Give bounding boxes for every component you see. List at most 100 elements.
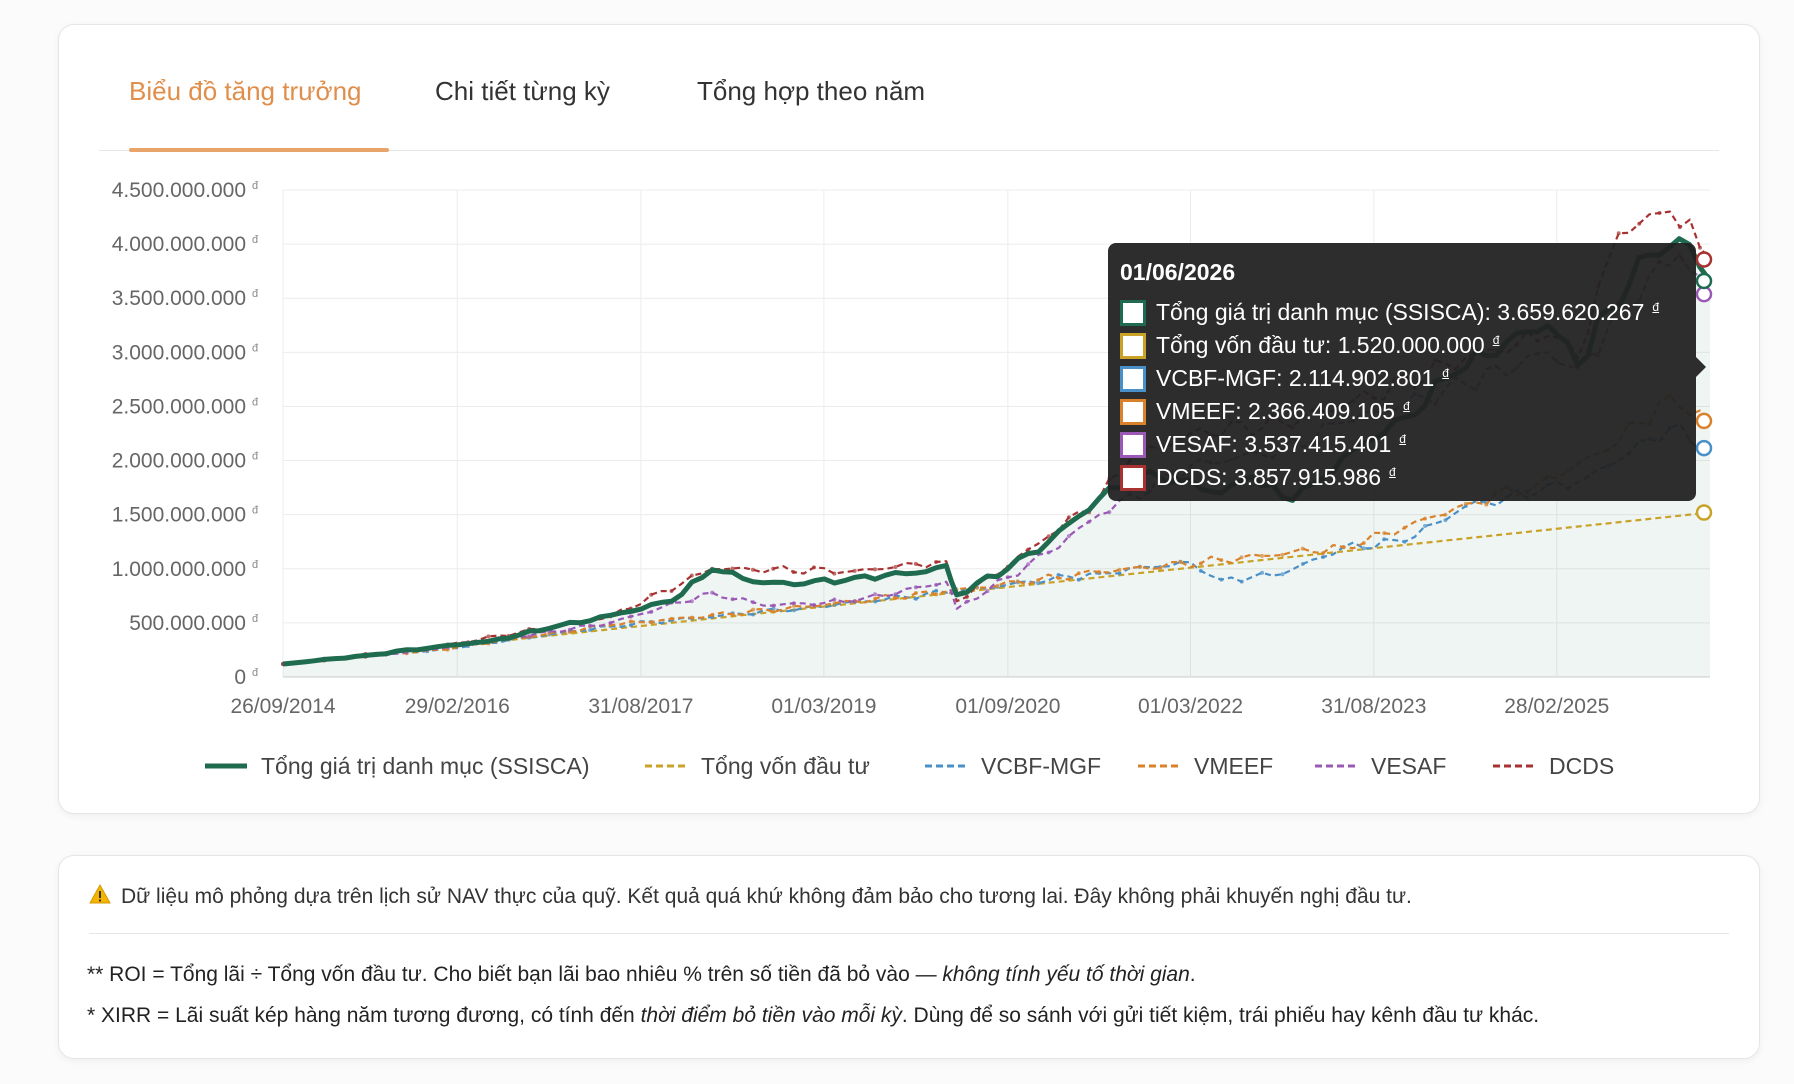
data-point-vesaf <box>913 585 918 590</box>
portfolio-area <box>283 238 1710 677</box>
x-tick-label: 31/08/2023 <box>1321 695 1426 718</box>
data-point-vcbf <box>1361 546 1366 551</box>
y-tick-label: 2.000.000.000 <box>112 450 246 473</box>
x-tick-label: 01/09/2020 <box>955 695 1060 718</box>
data-point-vcbf <box>1443 518 1448 523</box>
data-point-vmeef <box>1219 558 1224 563</box>
endpoint-marker-capital <box>1695 504 1713 521</box>
data-point-vesaf <box>1046 550 1051 555</box>
data-point-dcds <box>1026 547 1031 552</box>
warning-icon <box>89 883 111 910</box>
data-point-dcds <box>750 567 755 572</box>
data-point-dcds <box>893 565 898 569</box>
xirr-emphasis: thời điểm bỏ tiền vào mỗi kỳ <box>640 1004 902 1027</box>
data-point-vesaf <box>1005 575 1010 580</box>
data-point-vcbf <box>771 606 776 611</box>
y-tick-currency: đ <box>252 667 259 679</box>
data-point-vesaf <box>771 603 776 608</box>
tab-period-detail[interactable]: Chi tiết từng kỳ <box>435 76 610 106</box>
data-point-vmeef <box>771 609 776 614</box>
y-tick-label: 1.500.000.000 <box>112 504 246 527</box>
tooltip-value: Tổng giá trị danh mục (SSISCA): 3.659.62… <box>1156 299 1645 325</box>
series-endpoints <box>1695 251 1713 521</box>
data-point-vmeef <box>1280 552 1285 557</box>
tooltip-swatch <box>1120 299 1146 326</box>
tooltip-swatch <box>1120 332 1146 359</box>
data-point-vesaf <box>964 599 969 604</box>
y-tick-currency: đ <box>252 234 259 246</box>
tooltip-swatch <box>1120 431 1146 458</box>
data-point-vmeef <box>1036 578 1040 583</box>
data-point-dcds <box>873 567 877 572</box>
tooltip-swatch <box>1120 398 1146 425</box>
y-tick-currency: đ <box>252 559 259 571</box>
data-point-vmeef <box>1402 525 1407 530</box>
data-point-vcbf <box>1382 537 1387 542</box>
y-tick-label: 0 <box>234 666 246 689</box>
x-tick-label: 01/03/2022 <box>1138 695 1243 718</box>
data-point-vmeef <box>1178 559 1183 564</box>
xirr-prefix: * XIRR = Lãi suất kép hàng năm tương đươ… <box>87 1004 641 1027</box>
data-point-dcds <box>486 634 491 639</box>
data-point-vcbf <box>1423 524 1427 528</box>
data-point-vesaf <box>649 609 654 614</box>
data-point-vesaf <box>628 614 633 619</box>
data-point-vmeef <box>1198 561 1203 566</box>
data-point-vesaf <box>934 582 939 587</box>
data-point-vmeef <box>669 616 674 621</box>
data-point-vcbf <box>1117 571 1122 576</box>
y-tick-currency: đ <box>252 342 259 354</box>
data-point-dcds <box>852 568 857 573</box>
chart-tooltip: 01/06/2026 Tổng giá trị danh mục (SSISCA… <box>1108 243 1706 501</box>
data-point-vcbf <box>751 612 756 617</box>
xirr-suffix: . Dùng để so sánh với gửi tiết kiệm, trá… <box>901 1004 1540 1027</box>
tooltip-value: DCDS: 3.857.915.986 <box>1156 464 1382 490</box>
data-point-vmeef <box>934 592 939 597</box>
data-point-vmeef <box>1260 553 1264 558</box>
data-point-vmeef <box>832 601 837 606</box>
tab-growth-chart[interactable]: Biểu đồ tăng trưởng <box>129 69 389 152</box>
warning-note: Dữ liệu mô phỏng dựa trên lịch sử NAV th… <box>89 883 1412 910</box>
data-point-vcbf <box>588 628 593 632</box>
x-axis: 26/09/2014 29/02/2016 31/08/2017 01/03/2019… <box>230 695 1609 718</box>
y-tick-label: 4.000.000.000 <box>112 233 246 256</box>
tooltip-currency: đ <box>1389 464 1396 479</box>
data-point-vmeef <box>1423 516 1427 521</box>
data-point-vmeef <box>1443 512 1448 517</box>
data-point-dcds <box>730 566 735 571</box>
data-point-vesaf <box>949 590 954 595</box>
data-point-vcbf <box>1219 577 1224 582</box>
tooltip-row-dcds: DCDS: 3.857.915.986 đ <box>1120 461 1684 494</box>
data-point-vesaf <box>1107 510 1112 515</box>
data-point-vmeef <box>1361 541 1366 545</box>
data-point-dcds <box>791 570 796 575</box>
data-point-vmeef <box>690 615 694 620</box>
legend-label-vmeef: VMEEF <box>1194 753 1273 779</box>
endpoint-marker-portfolio <box>1695 272 1713 290</box>
data-point-dcds <box>1616 231 1621 236</box>
tooltip-currency: đ <box>1442 365 1449 380</box>
y-tick-label: 3.500.000.000 <box>112 287 246 310</box>
data-point-vmeef <box>1341 545 1346 550</box>
endpoint-marker-vcbf <box>1695 439 1713 457</box>
data-point-dcds <box>1698 245 1702 250</box>
data-point-vmeef <box>1137 564 1142 569</box>
x-tick-label: 29/02/2016 <box>405 695 510 718</box>
endpoint-marker-vesaf <box>1695 285 1713 303</box>
tooltip-currency: đ <box>1652 299 1660 314</box>
tooltip-row-vcbf: VCBF-MGF: 2.114.902.801 đ <box>1120 362 1684 395</box>
data-point-vesaf <box>527 634 532 639</box>
endpoint-marker-vmeef <box>1695 412 1713 430</box>
tooltip-date: 01/06/2026 <box>1120 259 1236 285</box>
series-line-capital <box>282 511 1711 666</box>
data-point-vcbf <box>628 623 633 628</box>
tab-yearly-summary[interactable]: Tổng hợp theo năm <box>697 76 926 106</box>
legend-label-portfolio: Tổng giá trị danh mục (SSISCA) <box>261 753 590 779</box>
data-point-vesaf <box>1026 562 1031 567</box>
tooltip-swatch <box>1120 365 1146 392</box>
data-point-vcbf <box>1036 581 1040 586</box>
data-point-vmeef <box>873 596 878 601</box>
data-point-vcbf <box>1076 577 1081 582</box>
y-tick-label: 3.000.000.000 <box>112 341 246 364</box>
